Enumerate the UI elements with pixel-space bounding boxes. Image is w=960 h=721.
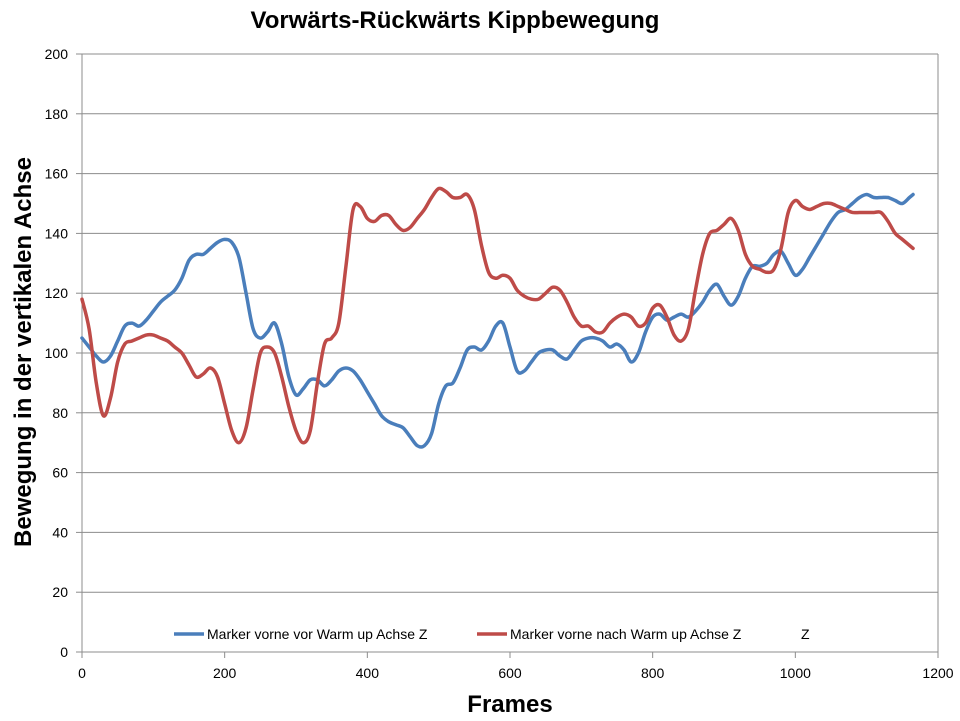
x-tick-labels: 0 200 400 600 800 1000 1200 bbox=[78, 665, 954, 681]
y-tick-label: 120 bbox=[45, 285, 69, 301]
y-tick-label: 180 bbox=[45, 106, 69, 122]
legend-label-series-1: Marker vorne vor Warm up Achse Z bbox=[207, 626, 428, 642]
series-line-1 bbox=[80, 192, 915, 449]
x-tick-label: 1000 bbox=[780, 665, 811, 681]
series-line-2 bbox=[80, 186, 915, 445]
legend-label-series-2: Marker vorne nach Warm up Achse Z bbox=[510, 626, 742, 642]
y-tick-label: 40 bbox=[52, 524, 68, 540]
legend: Marker vorne vor Warm up Achse Z Marker … bbox=[174, 626, 810, 642]
x-tick-label: 1200 bbox=[922, 665, 953, 681]
series-lines bbox=[80, 186, 915, 449]
y-tick-label: 140 bbox=[45, 225, 69, 241]
y-tick-label: 200 bbox=[45, 46, 69, 62]
x-tick-label: 200 bbox=[213, 665, 237, 681]
axes bbox=[76, 53, 939, 658]
x-axis-title: Frames bbox=[467, 691, 552, 718]
y-tick-label: 100 bbox=[45, 345, 69, 361]
x-tick-label: 600 bbox=[498, 665, 522, 681]
x-tick-label: 800 bbox=[641, 665, 665, 681]
y-tick-label: 80 bbox=[52, 405, 68, 421]
x-tick-label: 400 bbox=[356, 665, 380, 681]
chart-title: Vorwärts-Rückwärts Kippbewegung bbox=[251, 7, 660, 34]
y-tick-labels: 0 20 40 60 80 100 120 140 160 180 200 bbox=[45, 46, 69, 660]
y-tick-label: 0 bbox=[60, 644, 68, 660]
legend-extra-text: Z bbox=[801, 626, 810, 642]
y-tick-label: 160 bbox=[45, 166, 69, 182]
gridlines bbox=[82, 53, 938, 593]
y-tick-label: 20 bbox=[52, 584, 68, 600]
y-tick-label: 60 bbox=[52, 465, 68, 481]
y-axis-title: Bewegung in der vertikalen Achse bbox=[10, 157, 37, 547]
x-tick-label: 0 bbox=[78, 665, 86, 681]
